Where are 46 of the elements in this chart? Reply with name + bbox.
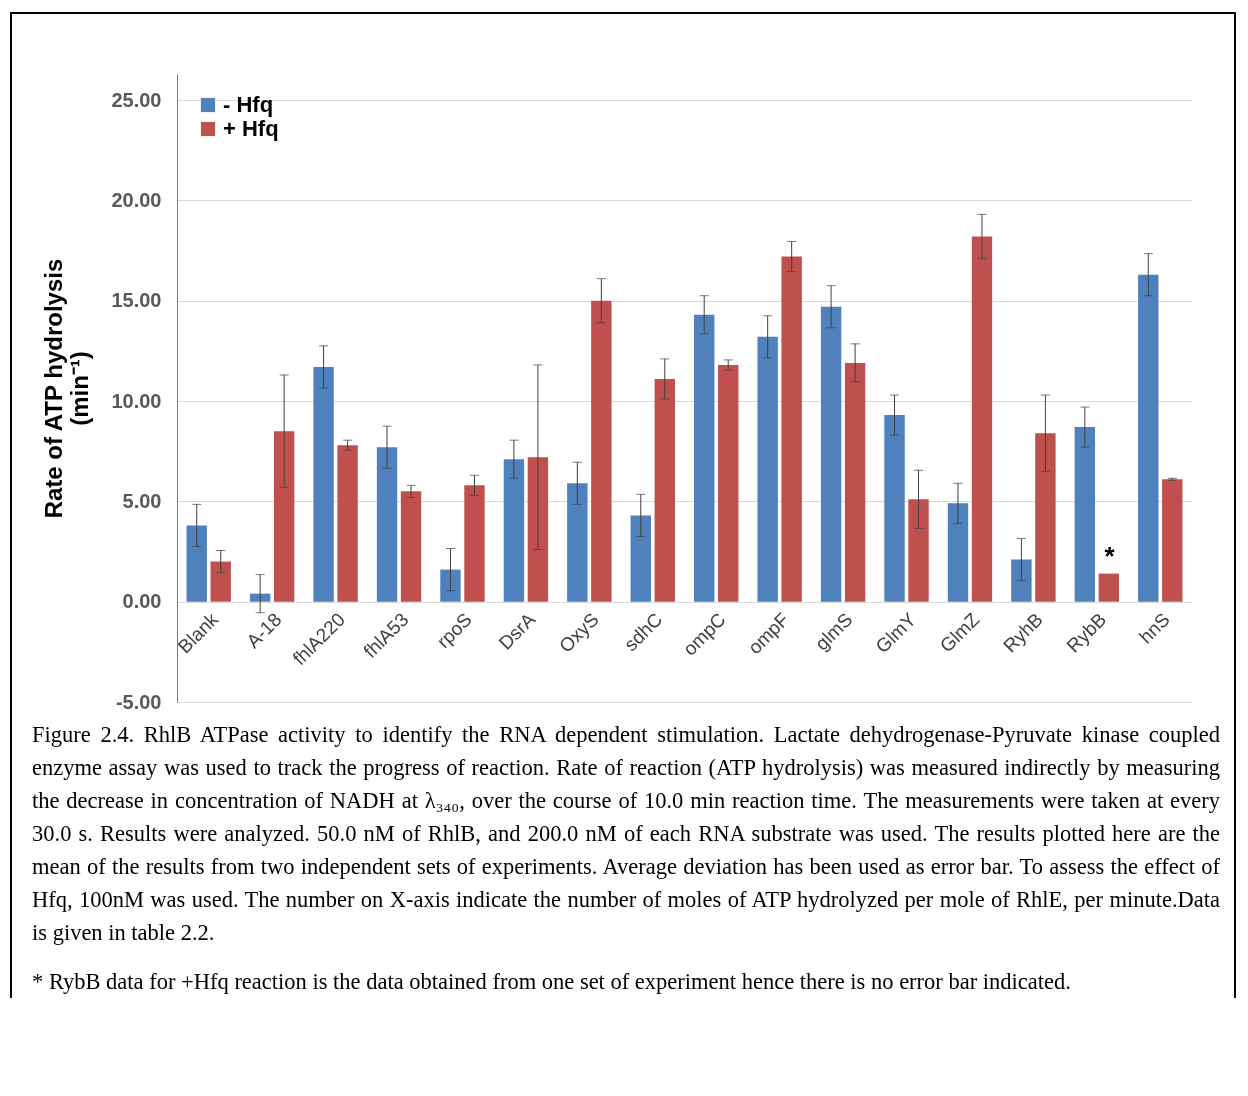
text: * RybB data for +Hfq reaction is the data obtained from one set of experiment hence there is no error bar indicated. xyxy=(32,968,1072,996)
bar xyxy=(1074,427,1096,602)
bar xyxy=(908,499,929,602)
bar xyxy=(591,300,612,602)
caption: Figure 2.4. RhlB ATPase activity to identify the RNA dependent stimulation. Lactate dehydrogenase-Pyruvate kinase coupled enzyme assay was used to track the progress of reaction. Rate of reaction (ATP hydrolysis) was measured indirectly by measuring the decrease in concentration of NADH at λ₃₄₀, over the course of 10.0 min reaction time. The measurements were taken at every 30.0 s. Results were analyzed. 50.0 nM of RhlB, and 200.0 nM of each RNA substrate was used. The results plotted here are the mean of the results from two independent sets of experiments. Average deviation has been used as error bar. To assess the effect of Hfq, 100nM was used. The number on X-axis indicate the number of moles of ATP hydrolyzed per mole of RhlE, per minute.Data is given in table 2.2. xyxy=(32,721,1220,947)
bar xyxy=(249,593,271,602)
bar xyxy=(630,515,651,602)
legend-label: + Hfq xyxy=(223,116,279,141)
bar xyxy=(464,485,485,602)
bar xyxy=(527,457,549,602)
bar xyxy=(376,447,398,602)
y-tick-label: 25.00 xyxy=(111,88,162,111)
bar xyxy=(210,561,231,602)
bar xyxy=(337,445,358,602)
y-tick-label: 15.00 xyxy=(111,289,162,312)
y-tick-label: -5.00 xyxy=(115,690,162,713)
bar xyxy=(694,314,715,602)
y-tick-label: 5.00 xyxy=(122,489,162,512)
bar xyxy=(1162,479,1183,602)
bar xyxy=(440,569,461,602)
bar xyxy=(1098,573,1120,602)
y-tick-label: 20.00 xyxy=(111,188,162,211)
legend-label: - Hfq xyxy=(223,92,274,117)
bar xyxy=(273,431,295,602)
bar xyxy=(1011,559,1032,602)
bar xyxy=(820,306,842,602)
bar xyxy=(400,491,422,602)
bar xyxy=(567,483,588,602)
bar xyxy=(1035,433,1056,602)
bar xyxy=(313,366,334,602)
bar xyxy=(718,364,739,602)
bar xyxy=(884,415,905,602)
bar xyxy=(654,378,675,602)
bar xyxy=(503,459,525,602)
bar xyxy=(186,525,207,602)
bar xyxy=(1138,274,1159,602)
x-tick-label: hnS xyxy=(1134,608,1174,648)
bar xyxy=(971,236,993,602)
y-tick-label: 10.00 xyxy=(111,389,162,412)
bar xyxy=(844,362,866,602)
annotation: * xyxy=(1104,540,1116,571)
y-axis-title: Rate of ATP hydrolysis (min⁻¹) xyxy=(40,258,94,519)
bar xyxy=(781,256,802,602)
bar xyxy=(757,336,778,602)
y-tick-label: 0.00 xyxy=(122,590,162,613)
bar xyxy=(947,503,969,602)
